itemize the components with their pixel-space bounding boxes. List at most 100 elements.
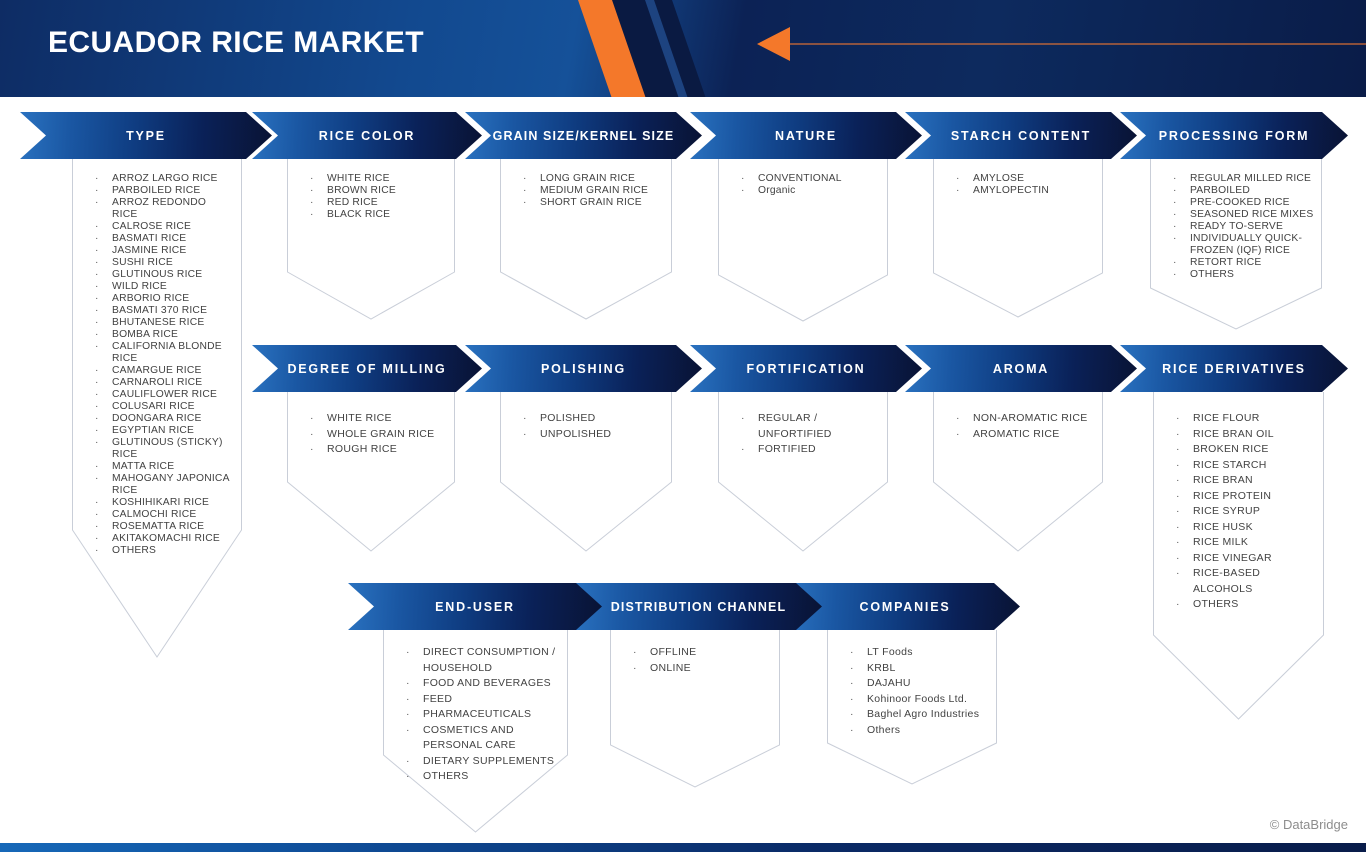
segment-label: DEGREE OF MILLING xyxy=(287,361,447,376)
segment-banner-rice-derivatives: RICE DERIVATIVES xyxy=(1120,345,1348,392)
list-item: CONVENTIONAL xyxy=(741,173,880,185)
segment-label: AROMA xyxy=(992,361,1050,376)
page-title: ECUADOR RICE MARKET xyxy=(48,26,424,59)
list-item: PHARMACEUTICALS xyxy=(406,707,560,723)
segment-box-distribution-channel: OFFLINEONLINE xyxy=(610,630,780,788)
list-item: WHITE RICE xyxy=(310,411,447,427)
segment-banner-rice-color: RICE COLOR xyxy=(252,112,482,159)
segment-banner-fortification: FORTIFICATION xyxy=(690,345,922,392)
list-item: RETORT RICE xyxy=(1173,257,1314,269)
list-item: LONG GRAIN RICE xyxy=(523,173,664,185)
list-item: RICE BRAN xyxy=(1176,473,1316,489)
segment-label: RICE COLOR xyxy=(318,128,416,143)
segment-list-processing-form: REGULAR MILLED RICEPARBOILEDPRE-COOKED R… xyxy=(1150,159,1322,281)
list-item: DIETARY SUPPLEMENTS xyxy=(406,754,560,770)
segment-list-polishing: POLISHEDUNPOLISHED xyxy=(500,392,672,442)
segment-label: POLISHING xyxy=(541,361,626,376)
list-item: AROMATIC RICE xyxy=(956,427,1095,443)
list-item: PARBOILED xyxy=(1173,185,1314,197)
list-item: RED RICE xyxy=(310,197,447,209)
segment-box-nature: CONVENTIONALOrganic xyxy=(718,159,888,322)
segment-list-rice-derivatives: RICE FLOURRICE BRAN OILBROKEN RICERICE S… xyxy=(1153,392,1324,613)
segment-label: NATURE xyxy=(775,128,837,143)
segment-banner-starch-content: STARCH CONTENT xyxy=(905,112,1137,159)
list-item: KOSHIHIKARI RICE xyxy=(95,497,234,509)
list-item: ONLINE xyxy=(633,661,772,677)
list-item: ROSEMATTA RICE xyxy=(95,521,234,533)
list-item: FOOD AND BEVERAGES xyxy=(406,676,560,692)
list-item: RICE MILK xyxy=(1176,535,1316,551)
list-item: BOMBA RICE xyxy=(95,329,234,341)
list-item: FORTIFIED xyxy=(741,442,880,458)
list-item: DAJAHU xyxy=(850,676,989,692)
list-item: CALIFORNIA BLONDE RICE xyxy=(95,341,234,365)
segment-box-degree-of-milling: WHITE RICEWHOLE GRAIN RICEROUGH RICE xyxy=(287,392,455,552)
arrow-line xyxy=(788,43,1366,45)
segment-list-distribution-channel: OFFLINEONLINE xyxy=(610,630,780,676)
segment-label: STARCH CONTENT xyxy=(950,128,1092,143)
copyright: © DataBridge xyxy=(1269,817,1348,832)
segment-box-companies: LT FoodsKRBLDAJAHUKohinoor Foods Ltd.Bag… xyxy=(827,630,997,785)
segment-box-type: ARROZ LARGO RICEPARBOILED RICEARROZ REDO… xyxy=(72,159,242,658)
list-item: OFFLINE xyxy=(633,645,772,661)
list-item: OTHERS xyxy=(95,545,234,557)
segment-box-processing-form: REGULAR MILLED RICEPARBOILEDPRE-COOKED R… xyxy=(1150,159,1322,330)
list-item: OTHERS xyxy=(406,769,560,785)
list-item: CAMARGUE RICE xyxy=(95,365,234,377)
list-item: CARNAROLI RICE xyxy=(95,377,234,389)
list-item: COSMETICS AND PERSONAL CARE xyxy=(406,723,560,754)
segment-list-starch-content: AMYLOSEAMYLOPECTIN xyxy=(933,159,1103,197)
segment-box-grain-size: LONG GRAIN RICEMEDIUM GRAIN RICESHORT GR… xyxy=(500,159,672,320)
list-item: NON-AROMATIC RICE xyxy=(956,411,1095,427)
segment-box-starch-content: AMYLOSEAMYLOPECTIN xyxy=(933,159,1103,318)
segment-banner-processing-form: PROCESSING FORM xyxy=(1120,112,1348,159)
list-item: UNPOLISHED xyxy=(523,427,664,443)
list-item: SUSHI RICE xyxy=(95,257,234,269)
segment-label: TYPE xyxy=(126,128,166,143)
segment-label: COMPANIES xyxy=(859,599,951,614)
segment-list-fortification: REGULAR / UNFORTIFIEDFORTIFIED xyxy=(718,392,888,458)
list-item: BROKEN RICE xyxy=(1176,442,1316,458)
list-item: READY TO-SERVE xyxy=(1173,221,1314,233)
list-item: RICE PROTEIN xyxy=(1176,489,1316,505)
list-item: SEASONED RICE MIXES xyxy=(1173,209,1314,221)
segment-box-fortification: REGULAR / UNFORTIFIEDFORTIFIED xyxy=(718,392,888,552)
list-item: AMYLOPECTIN xyxy=(956,185,1095,197)
segment-list-rice-color: WHITE RICEBROWN RICERED RICEBLACK RICE xyxy=(287,159,455,221)
list-item: ROUGH RICE xyxy=(310,442,447,458)
segment-banner-distribution-channel: DISTRIBUTION CHANNEL xyxy=(575,583,822,630)
segment-banner-companies: COMPANIES xyxy=(790,583,1020,630)
list-item: PARBOILED RICE xyxy=(95,185,234,197)
segment-banner-degree-of-milling: DEGREE OF MILLING xyxy=(252,345,482,392)
list-item: POLISHED xyxy=(523,411,664,427)
segment-banner-end-user: END-USER xyxy=(348,583,602,630)
list-item: REGULAR MILLED RICE xyxy=(1173,173,1314,185)
list-item: BLACK RICE xyxy=(310,209,447,221)
segment-box-rice-color: WHITE RICEBROWN RICERED RICEBLACK RICE xyxy=(287,159,455,320)
segment-box-end-user: DIRECT CONSUMPTION / HOUSEHOLDFOOD AND B… xyxy=(383,630,568,833)
list-item: MEDIUM GRAIN RICE xyxy=(523,185,664,197)
segment-label: DISTRIBUTION CHANNEL xyxy=(610,599,787,614)
list-item: RICE VINEGAR xyxy=(1176,551,1316,567)
segment-banner-nature: NATURE xyxy=(690,112,922,159)
list-item: OTHERS xyxy=(1173,269,1314,281)
list-item: BASMATI 370 RICE xyxy=(95,305,234,317)
list-item: GLUTINOUS RICE xyxy=(95,269,234,281)
list-item: JASMINE RICE xyxy=(95,245,234,257)
segment-box-rice-derivatives: RICE FLOURRICE BRAN OILBROKEN RICERICE S… xyxy=(1153,392,1324,720)
list-item: MATTA RICE xyxy=(95,461,234,473)
list-item: ARBORIO RICE xyxy=(95,293,234,305)
segment-list-aroma: NON-AROMATIC RICEAROMATIC RICE xyxy=(933,392,1103,442)
list-item: Others xyxy=(850,723,989,739)
list-item: REGULAR / UNFORTIFIED xyxy=(741,411,880,442)
list-item: WHOLE GRAIN RICE xyxy=(310,427,447,443)
list-item: RICE SYRUP xyxy=(1176,504,1316,520)
bottom-bar xyxy=(0,843,1366,852)
list-item: CALROSE RICE xyxy=(95,221,234,233)
arrow-left-icon xyxy=(757,27,790,61)
list-item: ARROZ LARGO RICE xyxy=(95,173,234,185)
list-item: BHUTANESE RICE xyxy=(95,317,234,329)
segment-list-end-user: DIRECT CONSUMPTION / HOUSEHOLDFOOD AND B… xyxy=(383,630,568,785)
segment-label: GRAIN SIZE/KERNEL SIZE xyxy=(492,128,675,143)
segment-label: RICE DERIVATIVES xyxy=(1162,361,1306,376)
